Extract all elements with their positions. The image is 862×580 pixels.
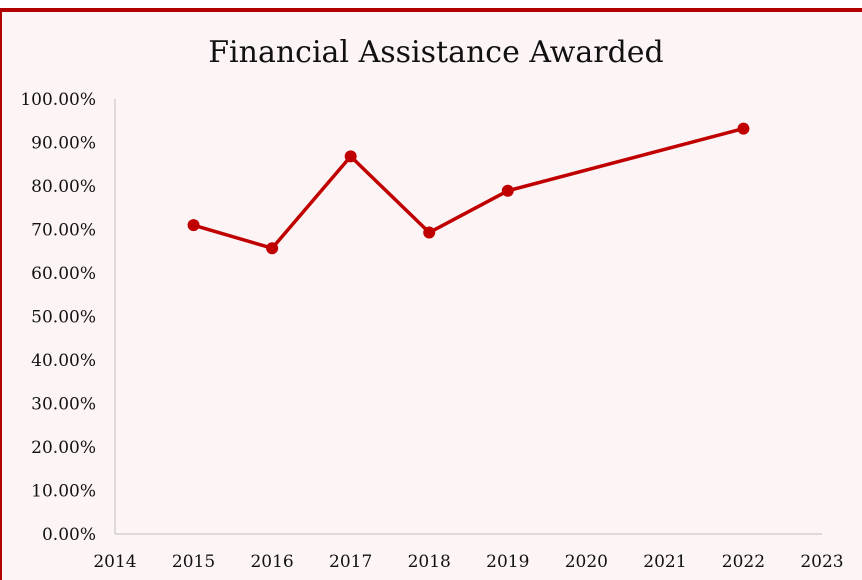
y-tick-label: 0.00% — [42, 525, 96, 545]
y-axis-ticks: 0.00% 10.00% 20.00% 30.00% 40.00% 50.00% 60.00… — [20, 90, 96, 545]
y-tick-label: 60.00% — [31, 264, 96, 284]
y-tick-label: 50.00% — [31, 308, 96, 328]
y-tick-label: 40.00% — [31, 351, 96, 371]
data-point — [266, 242, 279, 255]
y-tick-label: 80.00% — [31, 177, 96, 197]
y-tick-label: 10.00% — [31, 482, 96, 502]
x-tick-label: 2019 — [486, 552, 529, 572]
x-tick-label: 2014 — [93, 552, 136, 572]
x-tick-label: 2022 — [722, 552, 765, 572]
y-tick-label: 20.00% — [31, 438, 96, 458]
data-point — [344, 150, 357, 163]
x-axis-ticks: 2014 2015 2016 2017 2018 2019 2020 2021 2022 2023 — [93, 552, 843, 572]
data-point — [501, 184, 514, 197]
x-tick-label: 2016 — [250, 552, 293, 572]
plot-area — [187, 122, 750, 255]
y-tick-label: 70.00% — [31, 221, 96, 241]
y-tick-label: 30.00% — [31, 395, 96, 415]
data-point — [187, 219, 200, 232]
data-point — [737, 122, 750, 135]
series-line — [191, 126, 746, 250]
y-tick-label: 90.00% — [31, 134, 96, 154]
x-tick-label: 2015 — [172, 552, 215, 572]
x-tick-label: 2018 — [408, 552, 451, 572]
x-tick-label: 2020 — [565, 552, 608, 572]
chart-title: Financial Assistance Awarded — [208, 35, 664, 70]
chart-frame — [0, 8, 862, 580]
data-point — [423, 226, 436, 239]
x-tick-label: 2021 — [643, 552, 686, 572]
x-tick-label: 2017 — [329, 552, 372, 572]
x-tick-label: 2023 — [800, 552, 843, 572]
y-tick-label: 100.00% — [20, 90, 96, 110]
